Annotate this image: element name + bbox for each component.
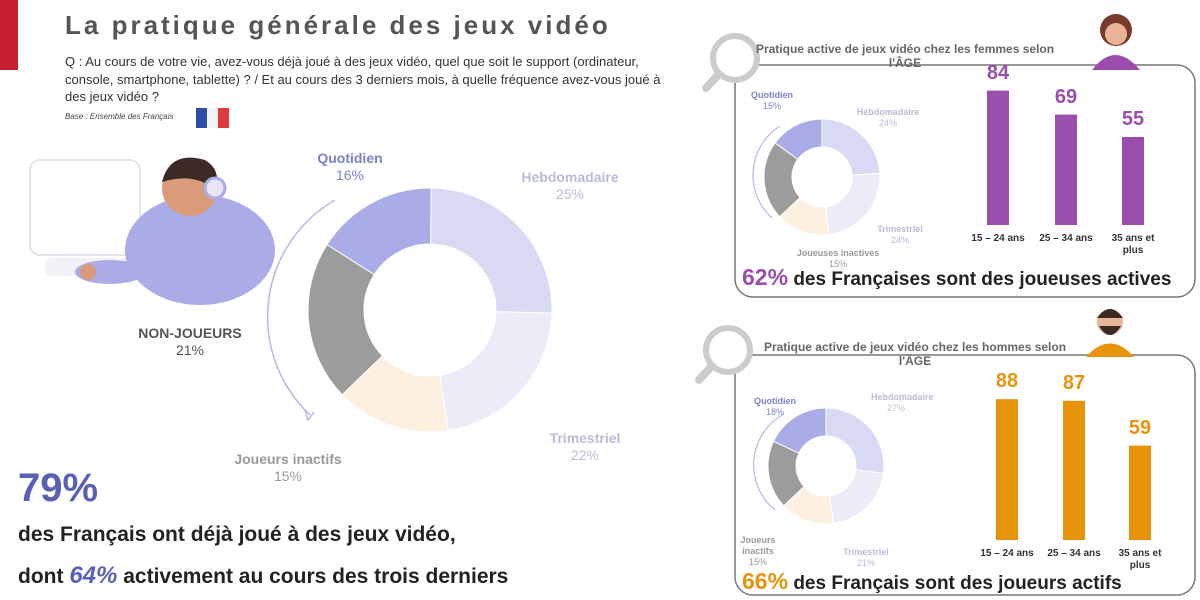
question: Q : Au cours de votre vie, avez-vous déj… <box>65 54 661 105</box>
pie-slice <box>825 407 885 474</box>
headline-line: des Français ont déjà joué à des jeux vi… <box>18 523 456 546</box>
bar-value: 69 <box>1054 85 1078 108</box>
flag <box>196 108 207 128</box>
slice-value: 27% <box>886 403 905 413</box>
woman-avatar <box>1092 14 1140 70</box>
women-panel <box>734 64 1196 298</box>
women-summary: 62% des Françaises sont des joueuses act… <box>742 264 1171 291</box>
summary-text: des Françaises sont des joueuses actives <box>793 269 1172 290</box>
pie-slice <box>430 187 553 314</box>
slice-label: Joueuses inactives <box>796 248 880 258</box>
summary-text: des Français sont des joueurs actifs <box>793 573 1122 594</box>
cycle-arc <box>753 413 785 511</box>
bar <box>987 90 1009 225</box>
bar-value: 87 <box>1062 371 1086 394</box>
slice-value: 22% <box>570 447 600 463</box>
slice-label: Quotidien <box>317 150 383 166</box>
corner-accent <box>0 0 18 70</box>
text: dont <box>18 565 64 588</box>
summary-value: 66% <box>742 568 789 594</box>
bar-value: 84 <box>986 61 1010 84</box>
slice-value: 24% <box>878 118 897 128</box>
bar <box>996 399 1018 540</box>
cycle-arc <box>752 125 781 219</box>
slice-value: 18% <box>765 407 784 417</box>
bar-category: 35 ans et plus <box>1111 233 1155 256</box>
men-summary: 66% des Français sont des joueurs actifs <box>742 568 1122 595</box>
slice-label: Hebdomadaire <box>871 392 934 402</box>
man-avatar <box>1086 309 1134 357</box>
highlight-value: 64% <box>69 562 118 589</box>
bar-category: 25 – 34 ans <box>1047 548 1101 559</box>
pie-slice <box>767 440 805 507</box>
slice-label: Joueurs inactifs <box>740 535 776 556</box>
slice-value: 21% <box>175 342 205 358</box>
slice-value: 15% <box>762 101 781 111</box>
page-title: La pratique générale des jeux vidéo <box>65 10 611 40</box>
text: activement au cours des trois derniers <box>123 565 509 588</box>
cycle-arrow <box>304 409 315 422</box>
gamer-illustration <box>29 157 275 305</box>
pie-slice <box>307 243 384 396</box>
bar-value: 55 <box>1121 108 1145 130</box>
cycle-arc <box>266 199 336 416</box>
headline-line: dont 64% activement au cours des trois d… <box>18 562 508 590</box>
bar-category: 35 ans et plus <box>1118 548 1162 571</box>
bar <box>1129 445 1151 540</box>
bar <box>1122 137 1144 225</box>
slice-value: 16% <box>335 167 365 183</box>
slice-label: Hebdomadaire <box>856 107 920 117</box>
bar-value: 88 <box>995 370 1019 393</box>
men-panel <box>734 354 1196 596</box>
base-note: Base : Ensemble des Français <box>65 112 174 121</box>
panel-title: Pratique active de jeux vidéo chez les f… <box>755 42 1055 71</box>
slice-label: Quotidien <box>751 90 793 100</box>
slice-label: Quotidien <box>754 396 796 406</box>
slice-label: Trimestriel <box>877 224 923 234</box>
panel-title: Pratique active de jeux vidéo chez les h… <box>763 340 1067 369</box>
slice-value: 15% <box>748 557 767 567</box>
slice-value: 21% <box>856 558 875 568</box>
slice-value: 15% <box>273 468 303 484</box>
slice-value: 25% <box>555 186 585 202</box>
bar-category: 15 – 24 ans <box>980 548 1034 559</box>
pie-slice <box>439 311 553 432</box>
slice-label: Joueurs inactifs <box>234 451 342 467</box>
slice-label: Trimestriel <box>549 430 621 446</box>
pie-slice <box>829 469 885 525</box>
summary-value: 62% <box>742 264 789 290</box>
slice-value: 24% <box>890 235 909 245</box>
flag <box>218 108 229 128</box>
bar-category: 25 – 34 ans <box>1039 233 1093 244</box>
bar-category: 15 – 24 ans <box>971 233 1025 244</box>
slice-value: 15% <box>828 259 847 269</box>
slice-label: Hebdomadaire <box>521 169 619 185</box>
headline-value: 79% <box>18 466 99 510</box>
bar <box>1063 400 1085 540</box>
slice-label: NON-JOUEURS <box>138 325 242 341</box>
slice-label: Trimestriel <box>843 547 889 557</box>
magnifier <box>695 325 753 384</box>
bar-value: 59 <box>1128 416 1152 439</box>
flag <box>207 108 218 128</box>
magnifier <box>702 33 760 92</box>
pie-slice <box>763 142 801 218</box>
bar <box>1055 114 1077 225</box>
